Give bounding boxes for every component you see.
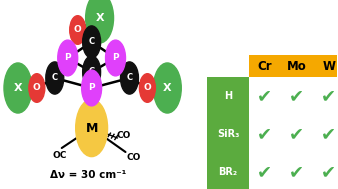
Text: C: C <box>52 74 58 83</box>
Ellipse shape <box>70 16 86 44</box>
Text: O: O <box>144 84 151 92</box>
Ellipse shape <box>121 62 139 94</box>
Text: ✔: ✔ <box>321 125 336 143</box>
Ellipse shape <box>153 63 181 113</box>
Ellipse shape <box>29 74 45 102</box>
Text: ✔: ✔ <box>321 87 336 105</box>
Text: Δν = 30 cm⁻¹: Δν = 30 cm⁻¹ <box>50 170 126 180</box>
Text: BR₂: BR₂ <box>218 167 238 177</box>
Text: ✔: ✔ <box>257 125 272 143</box>
Text: X: X <box>14 83 22 93</box>
Ellipse shape <box>86 0 114 43</box>
Text: ✔: ✔ <box>289 87 304 105</box>
Text: ✔: ✔ <box>321 163 336 181</box>
Ellipse shape <box>76 99 107 157</box>
Text: C: C <box>89 37 95 46</box>
Text: CO: CO <box>126 153 141 163</box>
Text: OC: OC <box>53 150 67 160</box>
Text: CO: CO <box>116 130 131 139</box>
Text: H: H <box>224 91 232 101</box>
Ellipse shape <box>83 56 101 88</box>
Text: C: C <box>126 74 132 83</box>
Text: SiR₃: SiR₃ <box>217 129 239 139</box>
Text: W: W <box>322 60 335 73</box>
FancyBboxPatch shape <box>207 77 249 189</box>
Text: O: O <box>74 26 81 35</box>
Text: Cr: Cr <box>258 60 272 73</box>
Text: P: P <box>65 53 71 63</box>
Text: O: O <box>33 84 41 92</box>
Ellipse shape <box>46 62 64 94</box>
Ellipse shape <box>83 26 101 58</box>
Text: X: X <box>95 13 104 23</box>
Text: X: X <box>163 83 172 93</box>
Text: ✔: ✔ <box>289 163 304 181</box>
Text: C: C <box>89 67 95 77</box>
Ellipse shape <box>82 70 102 106</box>
FancyBboxPatch shape <box>249 55 338 77</box>
Text: ✔: ✔ <box>257 87 272 105</box>
Text: ✔: ✔ <box>257 163 272 181</box>
Text: M: M <box>86 122 98 135</box>
Ellipse shape <box>105 40 125 76</box>
Ellipse shape <box>4 63 32 113</box>
Ellipse shape <box>140 74 155 102</box>
Text: ✔: ✔ <box>289 125 304 143</box>
Text: P: P <box>88 84 95 92</box>
Text: Mo: Mo <box>287 60 307 73</box>
Ellipse shape <box>58 40 78 76</box>
Text: P: P <box>112 53 119 63</box>
